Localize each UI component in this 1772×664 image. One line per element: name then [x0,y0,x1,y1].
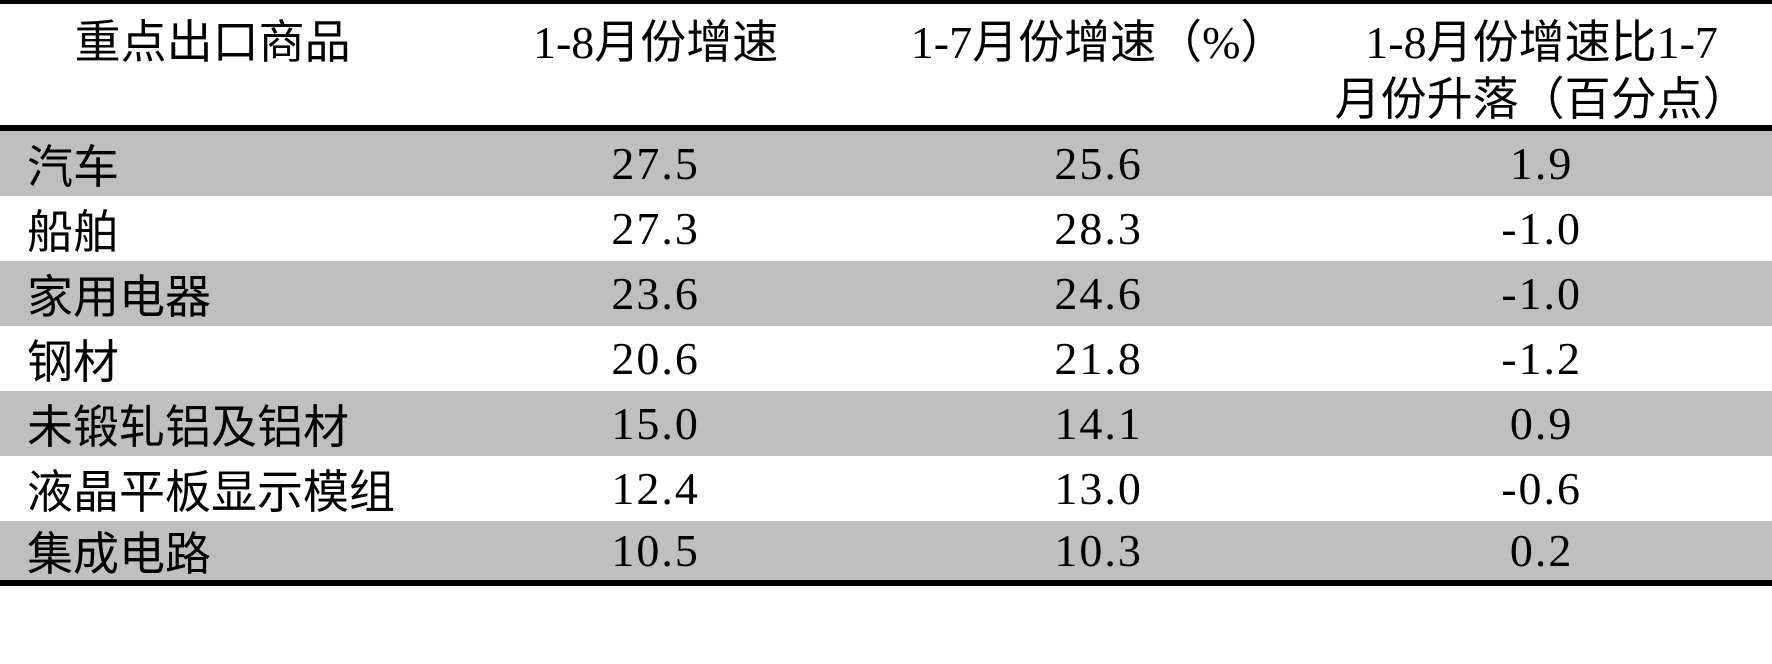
header-growth-jan-aug: 1-8月份增速 [532,17,779,68]
commodity-name: 未锻轧铝及铝材 [27,401,349,453]
change-value: -1.0 [1501,203,1583,254]
growth-jan-jul-value: 25.6 [1054,138,1143,189]
commodity-name: 汽车 [27,141,119,193]
header-change: 1-8月份增速比1-7 月份升落（百分点） [1311,14,1772,125]
table-header-row: 重点出口商品 1-8月份增速 1-7月份增速（%） 1-8月份增速比1-7 月份… [0,4,1772,131]
growth-jan-aug-value: 20.6 [611,333,700,384]
commodity-name: 家用电器 [27,271,211,323]
growth-jan-aug-value: 10.5 [611,525,700,576]
header-change-line2: 月份升落（百分点） [1334,74,1749,125]
growth-jan-aug-value: 23.6 [611,268,700,319]
header-growth-jan-jul: 1-7月份增速（%） [910,17,1287,68]
commodity-name: 液晶平板显示模组 [27,466,395,518]
growth-jan-jul-value: 28.3 [1054,203,1143,254]
change-value: -0.6 [1501,463,1583,514]
change-value: -1.0 [1501,268,1583,319]
change-value: -1.2 [1501,333,1583,384]
growth-jan-jul-value: 21.8 [1054,333,1143,384]
table-row: 液晶平板显示模组 12.4 13.0 -0.6 [0,456,1772,521]
table-row: 集成电路 10.5 10.3 0.2 [0,521,1772,586]
header-change-line1: 1-8月份增速比1-7 [1365,17,1718,68]
growth-jan-aug-value: 12.4 [611,463,700,514]
table-row: 钢材 20.6 21.8 -1.2 [0,326,1772,391]
growth-jan-jul-value: 24.6 [1054,268,1143,319]
change-value: 0.9 [1509,398,1574,449]
header-commodity: 重点出口商品 [74,17,351,68]
commodity-name: 集成电路 [27,528,211,580]
growth-jan-aug-value: 27.3 [611,203,700,254]
commodity-name: 钢材 [27,336,119,388]
table-row: 未锻轧铝及铝材 15.0 14.1 0.9 [0,391,1772,456]
change-value: 1.9 [1509,138,1574,189]
table-row: 家用电器 23.6 24.6 -1.0 [0,261,1772,326]
commodity-name: 船舶 [27,206,119,258]
growth-jan-jul-value: 13.0 [1054,463,1143,514]
growth-jan-jul-value: 10.3 [1054,525,1143,576]
growth-jan-aug-value: 15.0 [611,398,700,449]
growth-jan-jul-value: 14.1 [1054,398,1143,449]
export-commodities-table: 重点出口商品 1-8月份增速 1-7月份增速（%） 1-8月份增速比1-7 月份… [0,0,1772,586]
table-row: 船舶 27.3 28.3 -1.0 [0,196,1772,261]
table-row: 汽车 27.5 25.6 1.9 [0,131,1772,196]
growth-jan-aug-value: 27.5 [611,138,700,189]
change-value: 0.2 [1509,525,1574,576]
